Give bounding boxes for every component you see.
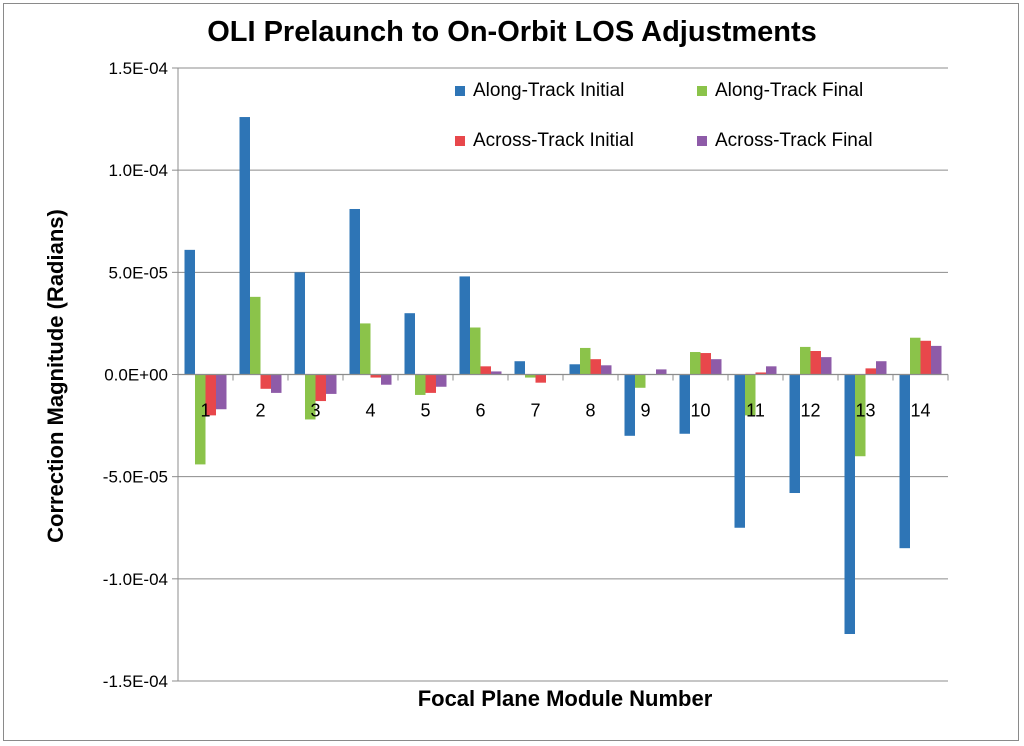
bar <box>381 374 392 385</box>
bar <box>755 372 766 375</box>
y-tick-label: 1.0E-04 <box>108 161 168 180</box>
x-tick-label: 9 <box>640 401 650 421</box>
bar <box>305 374 316 420</box>
bar <box>491 371 502 375</box>
bar <box>624 374 635 436</box>
bar <box>436 374 447 387</box>
x-tick-label: 14 <box>910 401 930 421</box>
bar <box>920 340 931 375</box>
x-tick-label: 10 <box>690 401 710 421</box>
bar <box>580 347 591 375</box>
bar <box>459 276 470 375</box>
bar <box>525 374 536 378</box>
y-tick-label: 1.5E-04 <box>108 59 168 78</box>
bar <box>690 352 701 375</box>
bar <box>195 374 206 465</box>
bar <box>514 361 525 375</box>
x-tick-label: 5 <box>420 401 430 421</box>
bar <box>216 374 227 410</box>
bar <box>415 374 426 395</box>
bar <box>535 374 546 383</box>
chart-title: OLI Prelaunch to On-Orbit LOS Adjustment… <box>207 16 817 48</box>
x-tick-label: 3 <box>310 401 320 421</box>
bar <box>635 374 646 388</box>
bar <box>184 249 195 375</box>
bar <box>910 337 921 375</box>
bar <box>656 369 667 375</box>
legend-label: Across-Track Initial <box>473 130 634 151</box>
bar <box>470 327 481 375</box>
bar <box>601 365 612 375</box>
legend: Along-Track Initial Along-Track Final Acro… <box>455 80 935 170</box>
legend-item: Across-Track Initial <box>455 130 634 152</box>
bar <box>876 361 887 375</box>
bar <box>294 272 305 375</box>
bar <box>766 366 777 375</box>
bar <box>855 374 866 457</box>
y-tick-label: -1.5E-04 <box>103 672 168 691</box>
bar <box>315 374 326 402</box>
bar <box>711 359 722 375</box>
bar <box>404 313 415 375</box>
x-tick-label: 4 <box>365 401 375 421</box>
x-tick-label: 8 <box>585 401 595 421</box>
bar <box>931 345 942 375</box>
bar <box>745 374 756 416</box>
bar <box>480 366 491 375</box>
bar <box>800 346 811 375</box>
bar <box>821 357 832 375</box>
legend-swatch <box>455 136 465 146</box>
legend-item: Along-Track Initial <box>455 80 624 102</box>
x-tick-label: 6 <box>475 401 485 421</box>
bar <box>239 117 250 375</box>
x-tick-label: 13 <box>855 401 875 421</box>
bar <box>700 353 711 375</box>
legend-swatch <box>697 86 707 96</box>
bar <box>271 374 282 393</box>
x-tick-label: 1 <box>200 401 210 421</box>
bar <box>865 368 876 375</box>
legend-swatch <box>697 136 707 146</box>
y-tick-label: 0.0E+00 <box>104 366 168 385</box>
y-tick-label: -5.0E-05 <box>103 468 168 487</box>
bar <box>360 323 371 375</box>
bar <box>370 374 381 378</box>
legend-label: Across-Track Final <box>715 130 873 151</box>
y-tick-label: 5.0E-05 <box>108 263 168 282</box>
bar <box>205 374 216 416</box>
chart-frame <box>3 3 1019 741</box>
bar <box>679 374 690 434</box>
legend-swatch <box>455 86 465 96</box>
x-tick-label: 7 <box>530 401 540 421</box>
bar <box>326 374 337 394</box>
bar <box>349 208 360 375</box>
bar <box>734 374 745 528</box>
bar <box>590 359 601 375</box>
bar <box>260 374 271 389</box>
legend-item: Along-Track Final <box>697 80 863 102</box>
bar <box>844 374 855 635</box>
legend-item: Across-Track Final <box>697 130 873 152</box>
y-tick-label: -1.0E-04 <box>103 570 168 589</box>
bar <box>250 296 261 375</box>
bar <box>425 374 436 393</box>
bar <box>789 374 800 494</box>
legend-label: Along-Track Final <box>715 80 864 101</box>
x-axis-title: Focal Plane Module Number <box>417 686 713 711</box>
bar <box>810 351 821 375</box>
bar <box>569 364 580 375</box>
x-tick-label: 2 <box>255 401 265 421</box>
x-tick-label: 11 <box>746 401 765 421</box>
bar <box>899 374 910 549</box>
legend-label: Along-Track Initial <box>473 80 625 101</box>
x-tick-label: 12 <box>800 401 820 421</box>
